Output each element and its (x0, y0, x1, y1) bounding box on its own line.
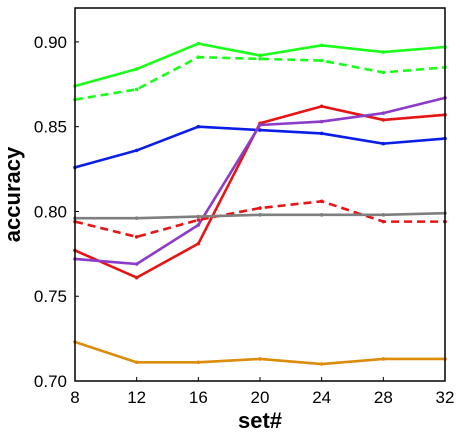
series-1-point (196, 41, 201, 46)
x-tick-label: 12 (127, 388, 146, 407)
series-line-2 (74, 55, 446, 101)
x-tick-label: 8 (70, 388, 79, 407)
series-line-3 (74, 125, 446, 169)
series-3-point (258, 128, 262, 132)
series-8-point (258, 357, 262, 361)
x-tick-label: 16 (189, 388, 208, 407)
series-7-point (134, 216, 139, 221)
series-8-point (134, 360, 139, 365)
series-3-point (134, 148, 139, 153)
series-6-point (258, 206, 262, 210)
series-4-point (319, 104, 324, 109)
x-tick-label: 28 (374, 388, 393, 407)
y-tick-label: 0.70 (34, 372, 67, 391)
x-tick-label: 20 (251, 388, 270, 407)
series-1-point (258, 53, 262, 58)
series-6-point (134, 235, 139, 239)
y-tick-label: 0.90 (34, 33, 67, 52)
series-1-point (134, 67, 139, 71)
series-1-point (381, 50, 386, 54)
series-3-point (319, 131, 324, 136)
series-6-point (381, 219, 386, 224)
series-7-point (258, 213, 262, 217)
series-2-point (258, 57, 262, 61)
series-2-point (196, 55, 201, 59)
series-5-point (134, 262, 139, 266)
y-tick-label: 0.80 (34, 202, 67, 221)
series-5-point (258, 123, 262, 127)
series-5-point (196, 223, 201, 227)
series-7-point (196, 214, 201, 219)
y-tick-label: 0.75 (34, 287, 67, 306)
series-4-point (196, 241, 201, 246)
ticks-layer: 8 12 16 20 24 28 32 0.70 0.75 0.80 0.85 0.90 (34, 33, 455, 407)
series-line-1 (74, 42, 446, 88)
series-5-point (319, 119, 324, 124)
plot-frame (74, 7, 446, 382)
series-1-point (319, 43, 324, 48)
series-2-point (134, 87, 139, 92)
series-layer (73, 41, 447, 366)
y-axis-title: accuracy (0, 146, 25, 242)
series-8-point (196, 360, 201, 365)
series-line-4 (74, 105, 446, 279)
series-7-point (381, 213, 386, 217)
series-4-point (381, 118, 386, 122)
x-tick-label: 24 (312, 388, 331, 407)
series-5-point (381, 111, 386, 115)
series-4-point (134, 275, 139, 280)
series-8-point (319, 362, 324, 366)
series-7-point (319, 213, 324, 217)
series-2-point (319, 58, 324, 63)
series-8-point (381, 357, 386, 361)
x-axis-title: set# (238, 408, 282, 433)
series-2-point (381, 70, 386, 75)
series-3-point (381, 141, 386, 146)
x-tick-label: 32 (436, 388, 455, 407)
series-3-point (196, 124, 201, 129)
y-tick-label: 0.85 (34, 118, 67, 137)
series-6-point (319, 199, 324, 204)
series-6-point (196, 218, 201, 222)
